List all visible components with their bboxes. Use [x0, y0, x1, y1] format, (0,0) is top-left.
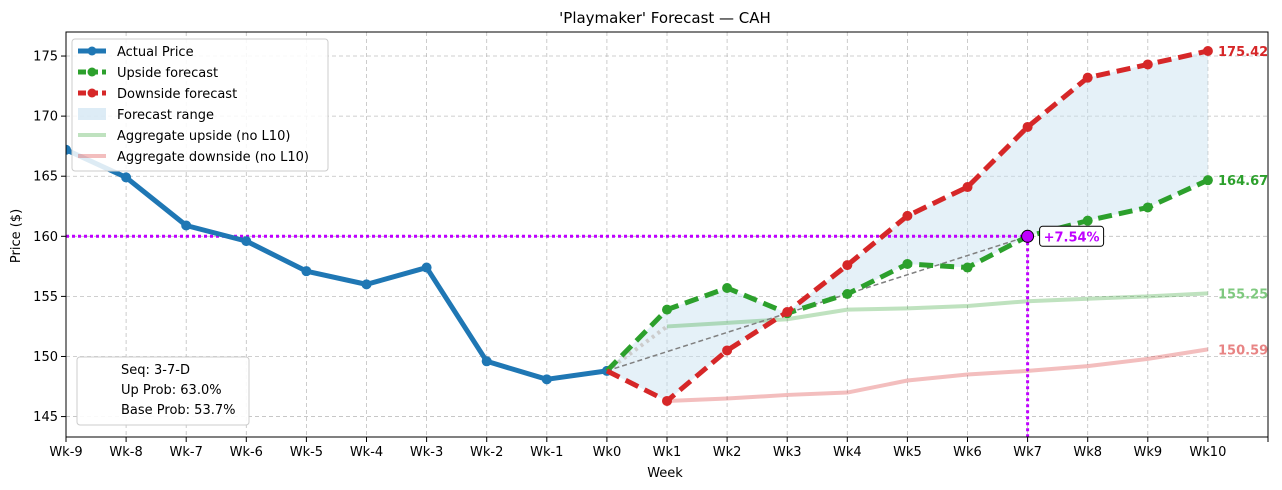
series-point-upside: [722, 282, 733, 293]
x-tick-label: Wk6: [953, 445, 982, 460]
annotations: +7.54% 175.42 164.67 155.25 150.59: [1039, 45, 1268, 358]
x-tick-label: Wk9: [1133, 445, 1162, 460]
series-point-upside: [842, 288, 853, 299]
x-tick-label: Wk4: [833, 445, 862, 460]
info-line: Base Prob: 53.7%: [121, 403, 235, 418]
x-tick-label: Wk-7: [170, 445, 203, 460]
series-point-upside: [962, 262, 973, 273]
series-point-upside: [1202, 175, 1213, 186]
x-tick-label: Wk-2: [470, 445, 503, 460]
series-point-downside: [662, 395, 672, 406]
series-point-downside: [1082, 72, 1093, 83]
x-tick-label: Wk3: [773, 445, 802, 460]
info-box: Seq: 3-7-D Up Prob: 63.0% Base Prob: 53.7%: [76, 356, 250, 426]
y-tick-label: 150: [33, 350, 58, 365]
series-point-actual: [361, 279, 372, 290]
x-tick-label: Wk-3: [410, 445, 443, 460]
legend-marker-actual: [87, 46, 97, 56]
x-tick-label: Wk-5: [290, 445, 323, 460]
x-tick-label: Wk2: [713, 445, 742, 460]
series-point-downside: [1142, 59, 1153, 70]
series-point-upside: [902, 258, 913, 269]
series-line-agg_up: [666, 291, 1208, 329]
series-point-actual: [481, 356, 492, 367]
series-point-actual: [66, 144, 71, 155]
x-tick-label: Wk-8: [109, 445, 142, 460]
x-tick-label: Wk-4: [350, 445, 383, 460]
series-point-actual: [301, 266, 312, 277]
info-line: Up Prob: 63.0%: [121, 383, 222, 398]
x-tick-label: Wk7: [1013, 445, 1042, 460]
series-line-agg_down: [666, 347, 1209, 403]
target-label: +7.54%: [1044, 230, 1100, 245]
end-label-agg_down: 150.59: [1218, 343, 1268, 358]
x-tick-label: Wk10: [1189, 445, 1226, 460]
y-tick-label: 165: [33, 170, 58, 185]
forecast-range-band: [606, 50, 1208, 401]
x-tick-label: Wk-9: [49, 445, 82, 460]
legend-label-downside: Downside forecast: [117, 87, 237, 102]
legend-label-agg_up: Aggregate upside (no L10): [117, 129, 290, 144]
info-box-frame: [76, 356, 250, 426]
legend-marker-upside: [87, 67, 97, 77]
x-tick-label: Wk0: [593, 445, 622, 460]
series-point-actual: [181, 220, 192, 231]
legend-marker-downside: [87, 88, 97, 98]
series-point-actual: [421, 262, 432, 273]
end-label-upside: 164.67: [1218, 174, 1268, 189]
x-tick-label: Wk1: [653, 445, 682, 460]
legend-label-actual: Actual Price: [117, 45, 194, 60]
y-axis-title: Price ($): [9, 209, 24, 263]
legend: Actual Price Upside forecast Downside fore…: [71, 38, 329, 172]
x-tick-label: Wk8: [1073, 445, 1102, 460]
series-point-upside: [662, 304, 672, 315]
series-point-actual: [121, 172, 132, 183]
end-label-agg_up: 155.25: [1218, 287, 1268, 302]
series-point-downside: [902, 210, 913, 221]
y-tick-label: 170: [33, 110, 58, 125]
series-point-downside: [1202, 45, 1213, 56]
series-point-upside: [1082, 215, 1093, 226]
series-line-actual: [66, 147, 608, 382]
target-marker: [1021, 229, 1035, 243]
y-tick-label: 145: [33, 410, 58, 425]
legend-frame: [71, 38, 329, 172]
target-label-box: [1039, 225, 1105, 247]
series-point-downside: [1022, 121, 1033, 132]
axis-ticks: Wk-9 Wk-8 Wk-7 Wk-6 Wk-5 Wk-4 Wk-3 Wk-2 Wk-1 Wk0 W…: [33, 50, 1269, 460]
x-axis-title: Week: [647, 466, 683, 481]
end-label-downside: 175.42: [1218, 45, 1268, 60]
series-point-downside: [722, 345, 733, 356]
legend-label-agg_down: Aggregate downside (no L10): [117, 150, 309, 165]
series-point-actual: [541, 374, 552, 385]
x-tick-label: Wk-6: [230, 445, 263, 460]
series-point-downside: [962, 182, 973, 193]
y-tick-label: 175: [33, 50, 58, 65]
legend-swatch-range: [78, 108, 106, 120]
x-tick-label: Wk5: [893, 445, 922, 460]
aggregate-connector: [605, 324, 669, 373]
x-tick-label: Wk-1: [530, 445, 563, 460]
chart-title: 'Playmaker' Forecast — CAH: [559, 9, 771, 27]
legend-label-upside: Upside forecast: [117, 66, 218, 81]
info-line: Seq: 3-7-D: [121, 363, 190, 378]
series-point-downside: [842, 260, 853, 271]
plot-area: [66, 45, 1213, 437]
series-point-upside: [1142, 202, 1153, 213]
series-point-actual: [241, 236, 252, 247]
y-tick-label: 160: [33, 230, 58, 245]
y-tick-label: 155: [33, 290, 58, 305]
series-point-downside: [782, 307, 793, 318]
legend-label-range: Forecast range: [117, 108, 214, 123]
trend-line: [606, 235, 1028, 372]
